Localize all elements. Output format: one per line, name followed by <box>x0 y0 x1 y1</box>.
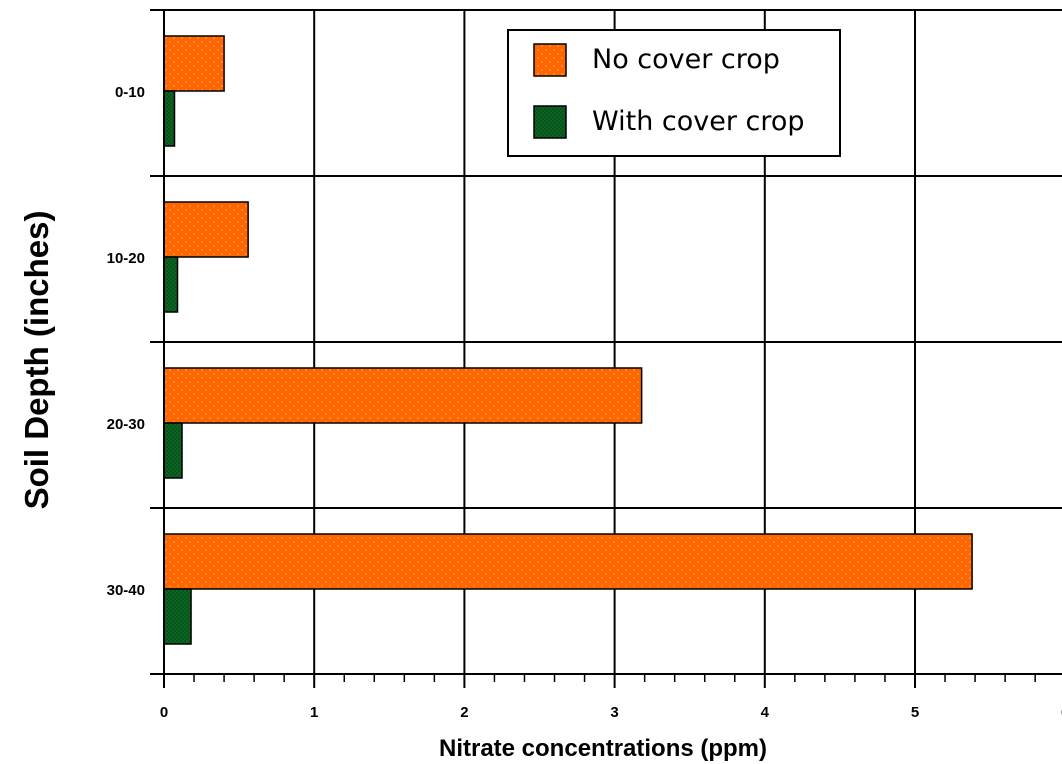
legend-label-no-cover-crop: No cover crop <box>592 44 780 75</box>
x-tick-label: 4 <box>761 704 770 721</box>
bars <box>163 35 973 645</box>
x-tick-label: 1 <box>310 704 318 721</box>
legend-label-with-cover-crop: With cover crop <box>592 106 805 137</box>
y-tick-label: 10-20 <box>107 250 145 267</box>
bar-no-cover-crop-30-40 <box>163 533 973 590</box>
bar-no-cover-crop-10-20 <box>163 201 249 258</box>
y-tick-label: 0-10 <box>115 84 145 101</box>
y-axis-title: Soil Depth (inches) <box>18 211 55 510</box>
y-tick-label: 20-30 <box>107 416 145 433</box>
bar-no-cover-crop-20-30 <box>163 367 643 424</box>
bar-with-cover-crop-20-30 <box>163 422 183 479</box>
bar-with-cover-crop-30-40 <box>163 588 192 645</box>
legend-swatch-with-cover-crop <box>533 105 567 139</box>
x-axis-title: Nitrate concentrations (ppm) <box>439 735 767 762</box>
x-tick-label: 2 <box>460 704 468 721</box>
x-tick-label: 3 <box>610 704 618 721</box>
legend-swatch-no-cover-crop <box>533 43 567 77</box>
bar-no-cover-crop-0-10 <box>163 35 225 92</box>
y-tick-label: 30-40 <box>107 582 145 599</box>
bar-with-cover-crop-0-10 <box>163 90 176 147</box>
x-tick-label: 0 <box>160 704 168 721</box>
x-tick-label: 5 <box>911 704 919 721</box>
bar-with-cover-crop-10-20 <box>163 256 179 313</box>
legend: No cover crop With cover crop <box>507 29 841 157</box>
